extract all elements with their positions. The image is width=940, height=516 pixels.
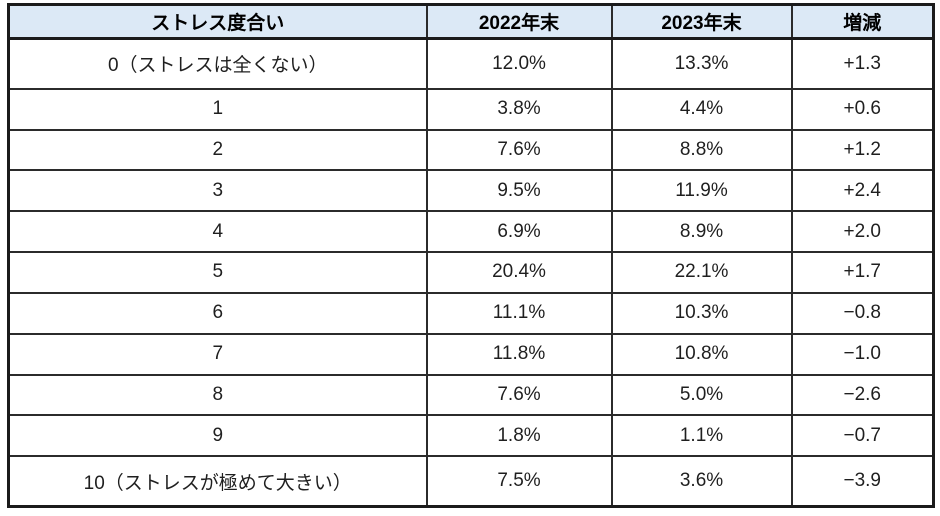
stress-level-cell: 7 [7,332,428,376]
table-row: 9 1.8% 1.1% −0.7 [7,414,935,458]
pct-2022-cell: 20.4% [425,251,613,294]
table-row: 7 11.8% 10.8% −1.0 [7,332,935,376]
pct-2022-cell: 7.6% [425,128,613,172]
pct-2022-cell: 12.0% [425,37,613,90]
change-cell: −3.9 [790,455,935,508]
pct-2022-cell: 11.8% [425,332,613,376]
table-row: 8 7.6% 5.0% −2.6 [7,373,935,417]
stress-level-cell: 5 [7,251,428,294]
pct-2023-cell: 5.0% [610,373,793,417]
change-cell: −1.0 [790,332,935,376]
table-row: 4 6.9% 8.9% +2.0 [7,210,935,254]
stress-level-cell: 1 [7,87,428,131]
change-cell: +1.2 [790,128,935,172]
header-stress-level: ストレス度合い [7,3,428,40]
change-cell: +1.3 [790,37,935,90]
stress-level-cell: 6 [7,291,428,335]
change-cell: +0.6 [790,87,935,131]
table-row: 5 20.4% 22.1% +1.7 [7,251,935,294]
stress-level-cell: 4 [7,210,428,254]
table-row: 2 7.6% 8.8% +1.2 [7,128,935,172]
table-body: 0（ストレスは全くない） 12.0% 13.3% +1.3 1 3.8% 4.4… [7,37,935,508]
stress-level-cell: 2 [7,128,428,172]
table-row: 3 9.5% 11.9% +2.4 [7,169,935,213]
stress-level-cell: 3 [7,169,428,213]
change-cell: −2.6 [790,373,935,417]
pct-2023-cell: 1.1% [610,414,793,458]
change-cell: +1.7 [790,251,935,294]
change-cell: −0.7 [790,414,935,458]
pct-2023-cell: 4.4% [610,87,793,131]
change-cell: +2.4 [790,169,935,213]
pct-2022-cell: 1.8% [425,414,613,458]
stress-level-cell: 9 [7,414,428,458]
table-header: ストレス度合い 2022年末 2023年末 増減 [7,3,935,40]
pct-2022-cell: 11.1% [425,291,613,335]
pct-2022-cell: 6.9% [425,210,613,254]
pct-2023-cell: 8.9% [610,210,793,254]
pct-2023-cell: 8.8% [610,128,793,172]
table-row: 6 11.1% 10.3% −0.8 [7,291,935,335]
pct-2023-cell: 22.1% [610,251,793,294]
stress-level-cell: 8 [7,373,428,417]
pct-2023-cell: 11.9% [610,169,793,213]
table-row: 1 3.8% 4.4% +0.6 [7,87,935,131]
header-change: 増減 [790,3,935,40]
table-row: 0（ストレスは全くない） 12.0% 13.3% +1.3 [7,37,935,90]
pct-2022-cell: 9.5% [425,169,613,213]
stress-level-table-figure: ストレス度合い 2022年末 2023年末 増減 0（ストレスは全くない） 12… [7,3,935,508]
table-row: 10（ストレスが極めて大きい） 7.5% 3.6% −3.9 [7,455,935,508]
pct-2022-cell: 3.8% [425,87,613,131]
pct-2023-cell: 10.8% [610,332,793,376]
pct-2023-cell: 13.3% [610,37,793,90]
pct-2022-cell: 7.6% [425,373,613,417]
stress-level-cell: 10（ストレスが極めて大きい） [7,455,428,508]
change-cell: −0.8 [790,291,935,335]
pct-2022-cell: 7.5% [425,455,613,508]
header-2023: 2023年末 [610,3,793,40]
stress-table: ストレス度合い 2022年末 2023年末 増減 0（ストレスは全くない） 12… [7,3,935,508]
stress-level-cell: 0（ストレスは全くない） [7,37,428,90]
header-row: ストレス度合い 2022年末 2023年末 増減 [7,3,935,40]
header-2022: 2022年末 [425,3,613,40]
pct-2023-cell: 10.3% [610,291,793,335]
change-cell: +2.0 [790,210,935,254]
pct-2023-cell: 3.6% [610,455,793,508]
